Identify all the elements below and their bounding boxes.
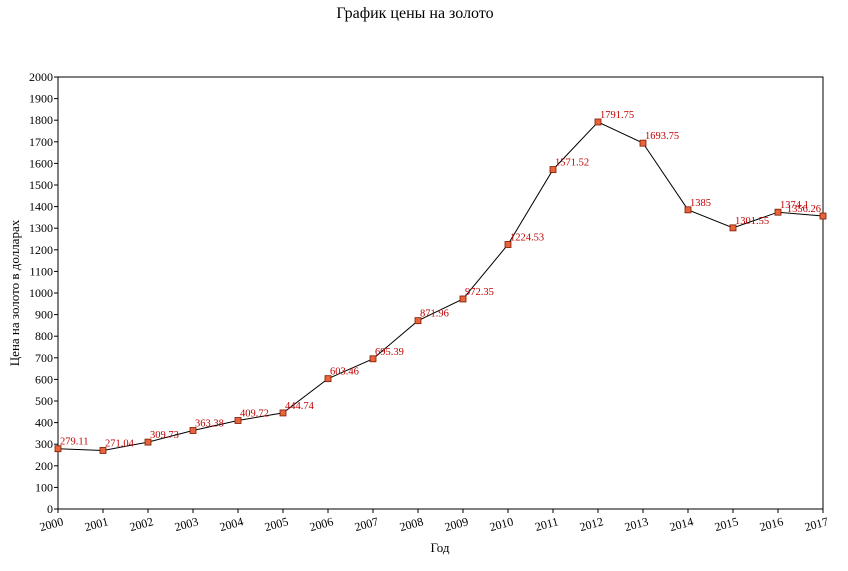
x-tick-label: 2006 xyxy=(308,514,335,534)
x-tick-label: 2005 xyxy=(263,514,290,534)
data-point-marker xyxy=(459,295,467,303)
y-tick-label: 2000 xyxy=(29,70,53,84)
x-tick-label: 2016 xyxy=(758,514,785,534)
data-label: 603.46 xyxy=(330,367,359,378)
data-point-marker xyxy=(99,447,107,454)
x-tick-label: 2000 xyxy=(38,514,65,534)
data-label: 871.96 xyxy=(420,309,449,320)
y-tick-label: 900 xyxy=(35,308,53,322)
y-tick-label: 600 xyxy=(35,372,53,386)
data-label: 1224.53 xyxy=(510,233,544,244)
y-tick-label: 700 xyxy=(35,351,53,365)
y-tick-label: 1800 xyxy=(29,113,53,127)
y-tick-label: 1500 xyxy=(29,178,53,192)
data-point-marker xyxy=(324,375,332,383)
x-tick-label: 2009 xyxy=(443,514,470,534)
data-label: 279.11 xyxy=(60,437,89,448)
data-label: 444.74 xyxy=(285,401,315,412)
x-tick-label: 2004 xyxy=(218,514,245,534)
axes xyxy=(57,76,824,510)
data-point-marker xyxy=(774,208,782,216)
y-tick-label: 1000 xyxy=(29,286,53,300)
x-ticks: 2000 2001 2002 2003 2004 2005 2006 2007 2008 2009… xyxy=(38,509,830,534)
x-axis-label: Год xyxy=(430,540,449,555)
y-tick-label: 1900 xyxy=(29,92,53,106)
data-label: 409.72 xyxy=(240,409,269,420)
data-point-marker xyxy=(189,427,197,434)
series-line-path xyxy=(57,121,824,452)
data-point-marker xyxy=(414,317,422,325)
y-tick-label: 1200 xyxy=(29,243,53,257)
x-tick-label: 2013 xyxy=(623,514,650,534)
x-tick-label: 2010 xyxy=(488,514,515,534)
data-labels: 279.11 271.04 309.73 363.38 409.72 444.74 603.… xyxy=(60,110,821,449)
x-tick-label: 2014 xyxy=(668,514,695,534)
data-point-marker xyxy=(144,438,152,446)
y-tick-label: 100 xyxy=(35,480,53,494)
data-label: 1301.55 xyxy=(735,216,769,227)
plot-frame xyxy=(57,76,824,510)
x-tick-label: 2015 xyxy=(713,514,740,534)
data-label: 695.39 xyxy=(375,347,404,358)
y-tick-label: 200 xyxy=(35,459,53,473)
y-tick-label: 400 xyxy=(35,416,53,430)
data-point-marker xyxy=(549,166,557,173)
data-point-marker xyxy=(639,139,647,147)
y-tick-label: 500 xyxy=(35,394,53,408)
data-point-marker xyxy=(369,355,377,363)
data-label: 271.04 xyxy=(105,438,135,449)
data-point-marker xyxy=(729,224,737,232)
y-tick-label: 1100 xyxy=(29,264,53,278)
x-tick-label: 2017 xyxy=(803,514,830,534)
data-label: 309.73 xyxy=(150,430,179,441)
y-tick-label: 1700 xyxy=(29,135,53,149)
x-tick-label: 2012 xyxy=(578,514,605,534)
y-tick-label: 800 xyxy=(35,329,53,343)
y-ticks: 0 100 200 300 400 500 600 700 800 900 1000 1100 1200… xyxy=(29,70,58,516)
y-tick-label: 300 xyxy=(35,437,53,451)
y-tick-label: 1600 xyxy=(29,156,53,170)
data-point-marker xyxy=(684,206,692,214)
data-point-marker xyxy=(594,118,602,126)
data-label: 1385 xyxy=(690,198,711,209)
series-line xyxy=(57,121,824,452)
data-point-marker xyxy=(819,212,827,220)
data-label: 1356.26 xyxy=(787,204,821,215)
chart-title: График цены на золото xyxy=(336,5,493,22)
data-label: 1571.52 xyxy=(555,158,589,169)
y-tick-label: 0 xyxy=(47,502,53,516)
x-tick-label: 2002 xyxy=(128,514,155,534)
x-tick-label: 2011 xyxy=(533,514,559,534)
markers xyxy=(54,118,827,454)
data-label: 1791.75 xyxy=(600,110,634,121)
y-tick-label: 1300 xyxy=(29,221,53,235)
y-tick-label: 1400 xyxy=(29,200,53,214)
data-label: 1374.1 xyxy=(780,200,809,211)
data-point-marker xyxy=(279,409,287,417)
data-point-marker xyxy=(234,417,242,424)
data-label: 363.38 xyxy=(195,419,224,430)
x-tick-label: 2008 xyxy=(398,514,425,534)
data-point-marker xyxy=(54,445,62,453)
y-axis-label: Цена на золото в долларах xyxy=(7,219,22,366)
data-label: 972.35 xyxy=(465,287,494,298)
data-label: 1693.75 xyxy=(645,131,679,142)
x-tick-label: 2007 xyxy=(353,514,380,534)
x-tick-label: 2001 xyxy=(83,514,110,534)
x-tick-label: 2003 xyxy=(173,514,200,534)
data-point-marker xyxy=(504,241,512,248)
